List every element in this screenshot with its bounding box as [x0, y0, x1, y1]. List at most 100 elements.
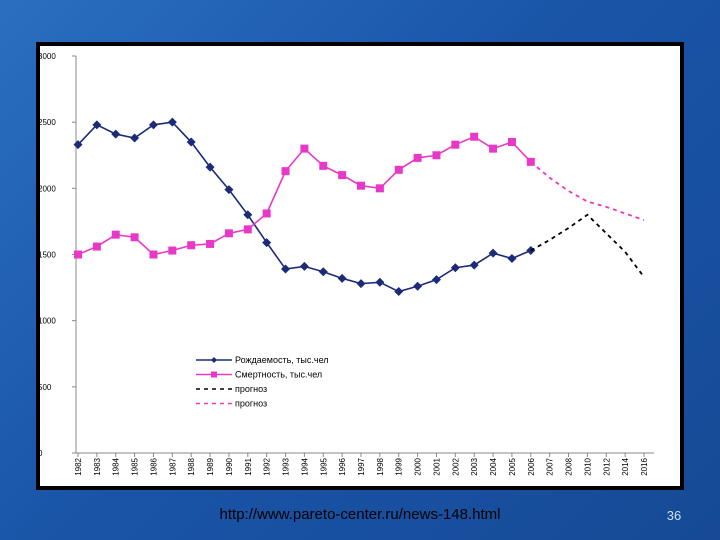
- data-point-death: [168, 246, 177, 255]
- data-point-birth: [243, 210, 253, 220]
- data-point-death: [111, 230, 120, 239]
- data-point-death: [224, 229, 233, 238]
- data-point-birth: [450, 263, 460, 273]
- x-tick-label: 2008: [565, 457, 574, 475]
- x-tick-label: 2005: [508, 457, 517, 475]
- x-tick-label: 1992: [263, 457, 272, 475]
- y-tick-label: 2500: [38, 118, 56, 127]
- x-axis-ticks: 1982 1983 1984 1985 1986 1987 1988 1989 1990 1991…: [74, 453, 649, 476]
- data-point-birth: [469, 260, 479, 270]
- data-point-birth: [224, 185, 234, 195]
- x-tick-label: 1984: [112, 457, 121, 475]
- legend-label-1: Смертность, тыс.чел: [235, 370, 322, 380]
- data-point-birth: [130, 133, 140, 143]
- plot-panel: [40, 46, 680, 486]
- legend-label-2: прогноз: [235, 384, 267, 394]
- data-point-death: [130, 233, 139, 242]
- data-point-death: [507, 138, 516, 147]
- data-point-birth: [167, 117, 177, 127]
- data-point-death: [243, 225, 252, 234]
- x-tick-label: 2003: [470, 457, 479, 475]
- data-point-death: [262, 209, 271, 218]
- y-tick-label: 1000: [38, 317, 56, 326]
- data-point-birth: [337, 273, 347, 283]
- data-point-birth: [413, 281, 423, 291]
- x-tick-label: 1989: [206, 457, 215, 475]
- data-point-death: [375, 184, 384, 193]
- data-point-death: [149, 250, 158, 259]
- data-point-death: [451, 140, 460, 149]
- slide-number: 36: [666, 508, 682, 523]
- data-point-death: [74, 250, 82, 259]
- x-tick-label: 2014: [621, 457, 630, 475]
- data-point-death: [357, 181, 365, 190]
- data-point-birth: [375, 277, 385, 287]
- x-tick-label: 1991: [244, 457, 253, 475]
- x-tick-label: 1983: [93, 457, 102, 475]
- x-tick-label: 1995: [319, 457, 328, 475]
- series-layer: [73, 117, 645, 297]
- data-point-death: [281, 167, 290, 176]
- x-tick-label: 1996: [338, 457, 347, 475]
- data-point-birth: [111, 129, 121, 139]
- x-tick-label: 1985: [131, 457, 140, 475]
- x-tick-label: 1997: [357, 457, 366, 475]
- x-tick-label: 2012: [602, 457, 611, 475]
- x-tick-label: 1999: [395, 457, 404, 475]
- x-tick-label: 2006: [527, 457, 536, 475]
- data-point-death: [92, 242, 101, 251]
- x-tick-label: 2000: [414, 457, 423, 475]
- x-tick-label: 2010: [583, 457, 592, 475]
- x-tick-label: 1987: [168, 457, 177, 475]
- chart-frame: 0 500 1000 1500 2000 2500 3000 1982 1983 1984 198…: [36, 42, 684, 490]
- legend-label-3: прогноз: [235, 399, 267, 409]
- data-point-birth: [507, 253, 517, 263]
- data-point-birth: [488, 248, 498, 258]
- series-line-3: [530, 161, 645, 221]
- data-point-birth: [262, 238, 272, 248]
- data-point-death: [187, 241, 196, 250]
- legend-marker-square: [211, 371, 217, 378]
- data-point-death: [206, 239, 215, 248]
- y-tick-label: 2000: [38, 184, 56, 193]
- data-point-birth: [186, 137, 196, 147]
- x-tick-label: 2016: [640, 457, 649, 475]
- x-tick-label: 1988: [187, 457, 196, 475]
- data-point-birth: [394, 287, 404, 297]
- y-tick-label: 500: [38, 383, 52, 392]
- x-tick-label: 1994: [300, 457, 309, 475]
- legend-label-0: Рождаемость, тыс.чел: [235, 355, 329, 365]
- data-point-birth: [148, 120, 158, 130]
- y-tick-label: 0: [38, 449, 43, 458]
- data-point-birth: [281, 264, 291, 274]
- data-point-death: [413, 153, 422, 162]
- x-tick-label: 1998: [376, 457, 385, 475]
- data-point-birth: [92, 120, 102, 130]
- legend-marker-diamond: [211, 357, 217, 363]
- data-point-death: [300, 144, 309, 153]
- data-point-birth: [356, 279, 366, 289]
- x-tick-label: 2001: [432, 457, 441, 475]
- data-point-death: [394, 165, 403, 174]
- data-point-death: [338, 171, 347, 180]
- x-tick-label: 1982: [74, 457, 83, 475]
- legend: Рождаемость, тыс.чел Смертность, тыс.чел п…: [196, 355, 329, 409]
- x-tick-label: 1986: [149, 457, 158, 475]
- data-point-death: [432, 151, 441, 160]
- x-tick-label: 2002: [451, 457, 460, 475]
- x-tick-label: 2007: [546, 457, 555, 475]
- data-point-death: [489, 144, 498, 153]
- data-point-birth: [205, 162, 215, 172]
- x-tick-label: 1990: [225, 457, 234, 475]
- y-tick-label: 3000: [38, 52, 56, 61]
- data-point-death: [319, 161, 328, 170]
- data-point-birth: [318, 267, 328, 277]
- data-point-birth: [299, 261, 309, 271]
- y-axis-ticks: 0 500 1000 1500 2000 2500 3000: [38, 52, 76, 458]
- x-tick-label: 1993: [282, 457, 291, 475]
- data-point-birth: [431, 275, 441, 285]
- x-tick-label: 2004: [489, 457, 498, 475]
- footer-url[interactable]: http://www.pareto-center.ru/news-148.htm…: [219, 506, 501, 523]
- data-point-death: [470, 132, 479, 141]
